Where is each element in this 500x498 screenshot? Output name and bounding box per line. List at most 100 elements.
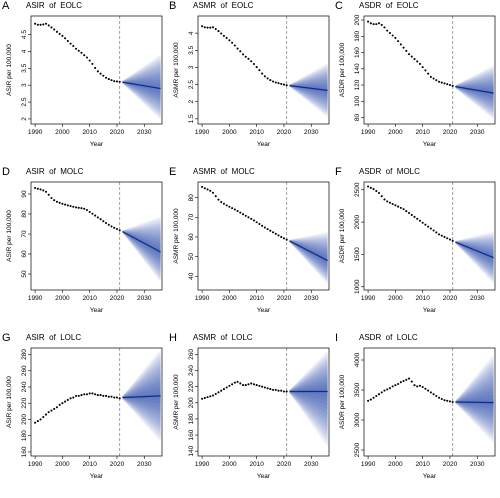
observed-point xyxy=(61,202,64,205)
observed-point xyxy=(429,227,432,230)
forecast-band xyxy=(289,72,328,109)
forecast-band xyxy=(122,357,161,434)
forecast-band xyxy=(455,238,494,278)
observed-point xyxy=(88,59,91,62)
observed-point xyxy=(367,20,370,23)
forecast-band xyxy=(289,381,328,406)
y-axis-title: ASMR per 100,000 xyxy=(173,374,180,430)
observed-point xyxy=(247,216,250,219)
observed-point xyxy=(113,396,116,399)
observed-point xyxy=(74,47,78,50)
observed-point xyxy=(44,190,48,193)
observed-point xyxy=(201,25,204,28)
observed-point xyxy=(99,218,102,221)
observed-point xyxy=(377,22,381,25)
observed-point xyxy=(91,212,94,215)
observed-point xyxy=(110,395,113,398)
observed-point xyxy=(102,394,105,397)
forecast-band xyxy=(289,240,328,277)
observed-point xyxy=(225,204,228,207)
forecast-band xyxy=(455,374,494,427)
observed-point xyxy=(201,185,204,188)
observed-point xyxy=(424,69,427,72)
observed-point xyxy=(77,394,80,397)
chart-svg: 50 60 70 80 90 1990 2000 2010 2020 2030 Year ASIR p… xyxy=(6,181,163,314)
observed-point xyxy=(448,83,452,87)
observed-point xyxy=(440,234,443,237)
x-tick-label: 1990 xyxy=(28,461,43,468)
observed-point xyxy=(432,393,435,396)
y-tick-label: 180 xyxy=(354,31,361,42)
chart-svg: 1.5 2 2.5 3 3.5 4 1990 2000 2010 2020 2030 Year ASMR… xyxy=(173,15,330,148)
forecast-band xyxy=(289,240,328,275)
observed-point xyxy=(47,193,50,196)
observed-point xyxy=(421,66,424,69)
forecast-band xyxy=(122,71,161,105)
plot-frame xyxy=(30,181,163,291)
observed-point xyxy=(451,84,454,87)
observed-point xyxy=(214,392,217,395)
observed-point xyxy=(118,229,121,232)
observed-point xyxy=(241,53,245,56)
y-tick-label: 4000 xyxy=(354,352,361,367)
observed-point xyxy=(91,392,94,395)
observed-point xyxy=(233,44,236,47)
forecast-band xyxy=(122,74,161,102)
forecast-band xyxy=(122,63,161,112)
observed-point xyxy=(233,381,236,384)
observed-point xyxy=(228,39,231,42)
y-tick-label: 120 xyxy=(354,79,361,90)
forecast-band xyxy=(289,354,328,442)
observed-point xyxy=(372,23,375,26)
forecast-band xyxy=(455,67,494,117)
observed-point xyxy=(280,389,283,392)
observed-point xyxy=(407,377,411,380)
observed-point xyxy=(266,228,269,231)
observed-point xyxy=(399,206,402,209)
observed-point xyxy=(34,186,37,190)
y-tick-label: 2500 xyxy=(354,182,361,197)
observed-point xyxy=(36,420,39,423)
forecast-band xyxy=(289,70,328,111)
forecast-band xyxy=(289,63,328,118)
forecast-mean-line xyxy=(122,395,161,399)
chart-panel-f: F ASDR of MOLC 1000 1500 2000 2500 1990 2000 201… xyxy=(333,166,499,332)
observed-point xyxy=(80,51,83,54)
x-tick-label: 2030 xyxy=(304,461,319,468)
forecast-band xyxy=(122,57,161,118)
observed-point xyxy=(424,223,427,226)
observed-point xyxy=(372,396,375,399)
observed-point xyxy=(446,237,449,240)
x-axis-title: Year xyxy=(90,307,104,314)
forecast-band xyxy=(289,76,328,104)
chart-title: ASDR of MOLC xyxy=(359,167,420,176)
x-tick-label: 2020 xyxy=(110,129,125,136)
observed-point xyxy=(405,210,408,213)
y-tick-label: 3000 xyxy=(354,412,361,427)
x-axis-title: Year xyxy=(90,141,104,148)
observed-point xyxy=(34,421,37,424)
y-tick-label: 220 xyxy=(188,381,195,392)
observed-point xyxy=(110,79,113,82)
observed-point xyxy=(443,399,446,402)
forecast-band xyxy=(455,370,494,430)
x-tick-label: 1990 xyxy=(361,461,376,468)
observed-point xyxy=(418,384,421,387)
observed-point xyxy=(231,207,234,210)
forecast-mean-line xyxy=(122,231,161,253)
x-tick-label: 2020 xyxy=(443,295,458,302)
forecast-band xyxy=(122,225,161,275)
observed-point xyxy=(83,207,86,210)
observed-point xyxy=(427,72,430,75)
observed-point xyxy=(42,415,45,419)
y-axis-title: ASMR per 100,000 xyxy=(173,42,180,98)
panel-letter: B xyxy=(169,0,177,12)
forecast-band xyxy=(455,241,494,267)
x-tick-label: 2010 xyxy=(415,295,430,302)
observed-point xyxy=(438,80,441,83)
observed-point xyxy=(405,49,408,52)
x-axis-title: Year xyxy=(257,141,271,148)
observed-point xyxy=(88,210,91,214)
observed-point xyxy=(269,229,272,232)
forecast-band xyxy=(455,236,494,280)
